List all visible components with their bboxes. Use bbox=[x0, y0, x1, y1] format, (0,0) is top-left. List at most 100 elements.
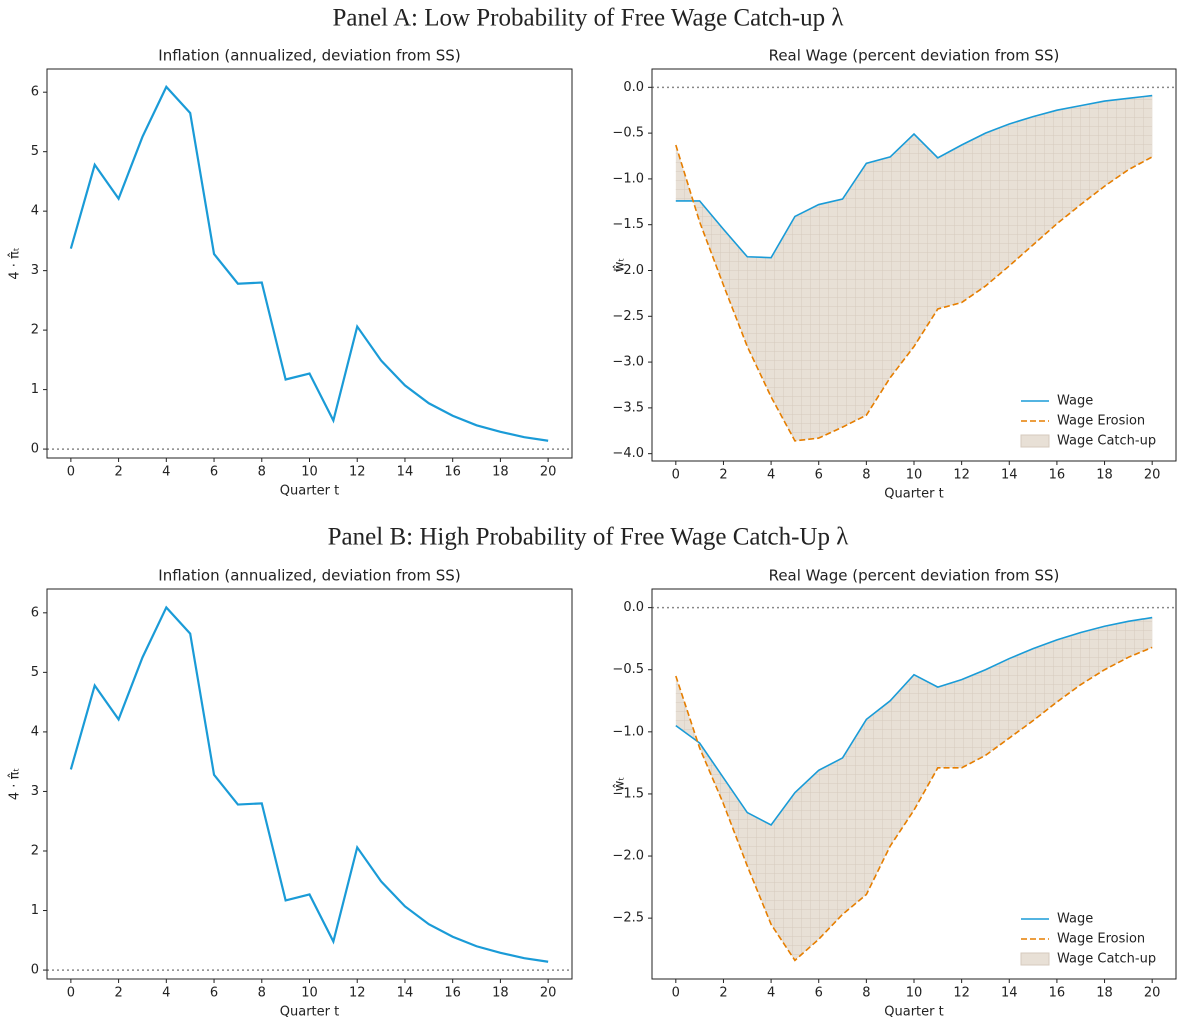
series-line bbox=[69, 605, 549, 963]
catch-up-hatch bbox=[675, 95, 1153, 441]
x-tick-label: 20 bbox=[540, 465, 557, 480]
y-axis-label: 4 · π̂ₜ bbox=[8, 247, 23, 279]
x-tick-label: 12 bbox=[953, 468, 970, 483]
y-axis-label: 4 · π̂ₜ bbox=[8, 768, 23, 800]
x-tick-label: 20 bbox=[540, 986, 557, 1001]
x-tick-label: 2 bbox=[114, 986, 122, 1001]
legend-label: Wage Erosion bbox=[1057, 414, 1145, 429]
y-axis-label: ŵₜ bbox=[613, 777, 628, 792]
x-tick-label: 18 bbox=[1096, 986, 1113, 1001]
panel-title: Panel A: Low Probability of Free Wage Ca… bbox=[333, 5, 844, 32]
y-tick-label: 5 bbox=[31, 144, 39, 159]
y-tick-label: −1.0 bbox=[612, 724, 644, 739]
y-tick-label: −3.0 bbox=[612, 355, 644, 370]
legend-label: Wage Erosion bbox=[1057, 932, 1145, 947]
x-tick-label: 10 bbox=[301, 465, 318, 480]
x-tick-label: 16 bbox=[444, 986, 461, 1001]
x-tick-label: 8 bbox=[258, 465, 266, 480]
catch-up-hatch bbox=[675, 617, 1153, 961]
x-tick-label: 14 bbox=[397, 465, 414, 480]
x-axis-label: Quarter t bbox=[884, 487, 943, 502]
y-tick-label: 4 bbox=[31, 204, 39, 219]
y-tick-label: −1.0 bbox=[612, 171, 644, 186]
x-tick-label: 14 bbox=[1001, 986, 1018, 1001]
panel-title: Panel B: High Probability of Free Wage C… bbox=[328, 524, 849, 551]
legend-swatch bbox=[1020, 434, 1050, 448]
x-tick-label: 8 bbox=[862, 986, 870, 1001]
x-tick-label: 0 bbox=[67, 465, 75, 480]
y-tick-label: −0.5 bbox=[612, 126, 644, 141]
x-tick-label: 8 bbox=[258, 986, 266, 1001]
y-tick-label: −2.5 bbox=[612, 309, 644, 324]
y-axis-label: ŵₜ bbox=[613, 258, 628, 273]
x-axis-label: Quarter t bbox=[280, 484, 339, 499]
chart-title: Real Wage (percent deviation from SS) bbox=[769, 567, 1060, 585]
x-tick-label: 16 bbox=[1049, 986, 1066, 1001]
x-tick-label: 0 bbox=[672, 468, 680, 483]
x-axis-label: Quarter t bbox=[884, 1005, 943, 1020]
legend: Wage Wage Erosion Wage Catch-up bbox=[1020, 394, 1156, 449]
plot-frame bbox=[46, 68, 573, 459]
x-tick-label: 12 bbox=[349, 465, 366, 480]
chart-title: Real Wage (percent deviation from SS) bbox=[769, 47, 1060, 65]
x-tick-label: 8 bbox=[862, 468, 870, 483]
x-tick-label: 12 bbox=[953, 986, 970, 1001]
y-tick-label: −1.5 bbox=[612, 786, 644, 801]
y-tick-label: 5 bbox=[31, 665, 39, 680]
chart-title: Inflation (annualized, deviation from SS… bbox=[158, 567, 460, 585]
x-axis-label: Quarter t bbox=[280, 1005, 339, 1020]
x-tick-label: 16 bbox=[1049, 468, 1066, 483]
legend-swatch bbox=[1020, 952, 1050, 966]
x-tick-label: 16 bbox=[444, 465, 461, 480]
x-tick-label: 20 bbox=[1144, 986, 1161, 1001]
x-tick-label: 4 bbox=[162, 465, 170, 480]
x-tick-label: 12 bbox=[349, 986, 366, 1001]
legend-label: Wage Catch-up bbox=[1057, 952, 1156, 967]
x-tick-label: 18 bbox=[492, 465, 509, 480]
x-tick-label: 4 bbox=[767, 468, 775, 483]
y-tick-label: 4 bbox=[31, 724, 39, 739]
x-tick-label: 6 bbox=[210, 465, 218, 480]
chart-title: Inflation (annualized, deviation from SS… bbox=[158, 47, 460, 65]
y-tick-label: −1.5 bbox=[612, 217, 644, 232]
x-tick-label: 10 bbox=[301, 986, 318, 1001]
x-tick-label: 6 bbox=[815, 468, 823, 483]
x-tick-label: 10 bbox=[906, 986, 923, 1001]
x-tick-label: 0 bbox=[672, 986, 680, 1001]
y-tick-label: 2 bbox=[31, 323, 39, 338]
x-tick-label: 18 bbox=[492, 986, 509, 1001]
x-tick-label: 4 bbox=[162, 986, 170, 1001]
x-tick-label: 20 bbox=[1144, 468, 1161, 483]
x-tick-label: 10 bbox=[906, 468, 923, 483]
y-tick-label: −0.5 bbox=[612, 662, 644, 677]
series-line bbox=[675, 646, 1153, 962]
series-line bbox=[675, 144, 1153, 442]
y-tick-label: 0 bbox=[31, 963, 39, 978]
legend: Wage Wage Erosion Wage Catch-up bbox=[1020, 912, 1156, 967]
series-line bbox=[69, 84, 549, 442]
x-tick-label: 0 bbox=[67, 986, 75, 1001]
y-tick-label: 3 bbox=[31, 784, 39, 799]
x-tick-label: 6 bbox=[815, 986, 823, 1001]
series-line bbox=[675, 616, 1153, 827]
x-tick-label: 2 bbox=[719, 986, 727, 1001]
y-tick-label: 3 bbox=[31, 263, 39, 278]
x-tick-label: 2 bbox=[719, 468, 727, 483]
x-tick-label: 14 bbox=[397, 986, 414, 1001]
plot-frame bbox=[651, 588, 1177, 980]
plot-frame bbox=[651, 68, 1177, 462]
y-tick-label: 6 bbox=[31, 85, 39, 100]
y-tick-label: −2.5 bbox=[612, 911, 644, 926]
y-tick-label: 0 bbox=[31, 442, 39, 457]
plot-frame bbox=[46, 588, 573, 980]
x-tick-label: 2 bbox=[114, 465, 122, 480]
y-tick-label: −3.5 bbox=[612, 400, 644, 415]
y-tick-label: 1 bbox=[31, 382, 39, 397]
y-tick-label: 0.0 bbox=[623, 600, 644, 615]
y-tick-label: −4.0 bbox=[612, 446, 644, 461]
y-tick-label: 0.0 bbox=[623, 80, 644, 95]
x-tick-label: 4 bbox=[767, 986, 775, 1001]
legend-label: Wage Catch-up bbox=[1057, 434, 1156, 449]
